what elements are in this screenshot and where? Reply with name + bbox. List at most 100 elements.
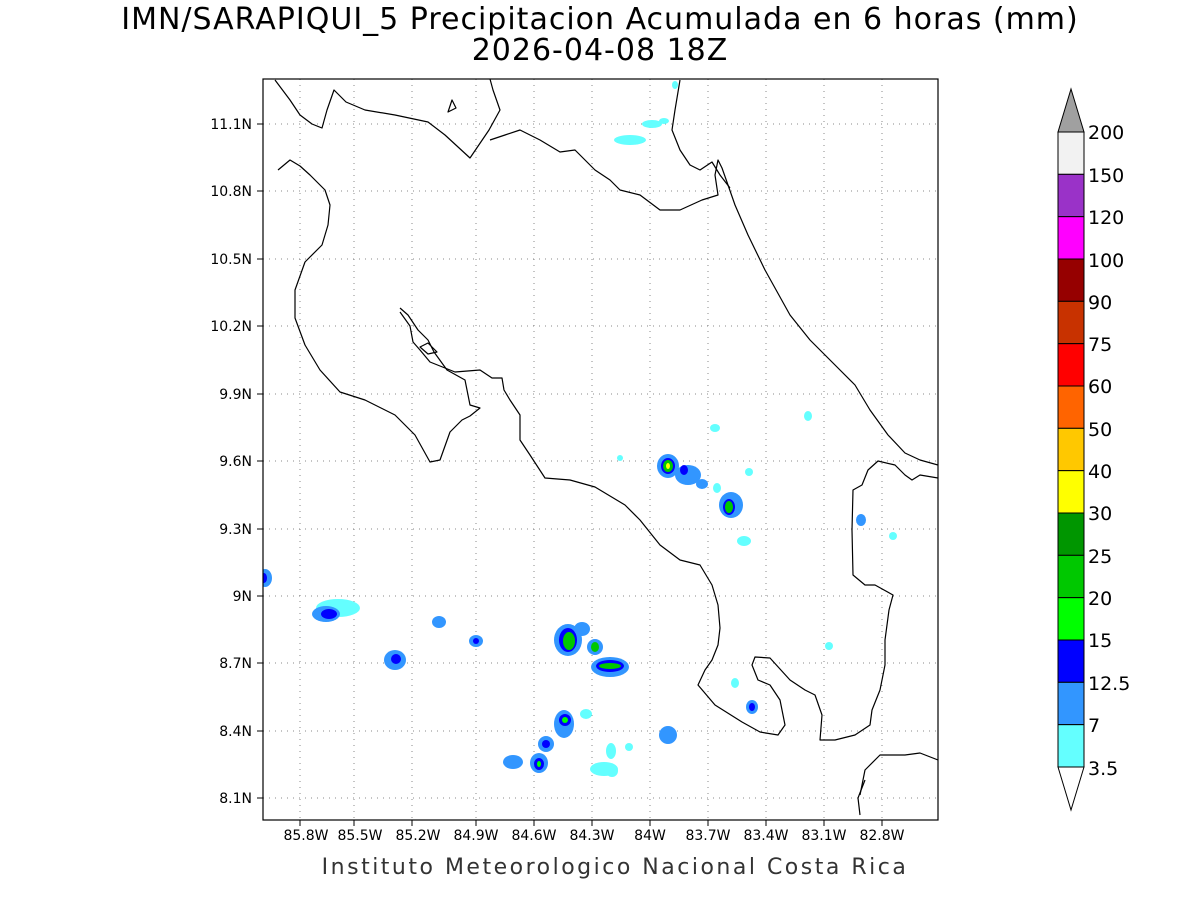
precip-cell bbox=[710, 424, 720, 432]
colorbar-label: 200 bbox=[1088, 122, 1124, 144]
lat-tick-label: 9N bbox=[233, 589, 252, 605]
lon-tick-label: 82.8W bbox=[859, 828, 904, 844]
lat-tick-label: 10.8N bbox=[210, 184, 252, 200]
colorbar-swatch bbox=[1057, 470, 1085, 514]
lat-tick-label: 9.9N bbox=[219, 387, 252, 403]
precip-cell bbox=[563, 632, 575, 650]
precip-cell bbox=[263, 573, 267, 583]
lat-tick-label: 9.6N bbox=[219, 454, 252, 470]
precip-cell bbox=[503, 755, 523, 769]
precip-cell bbox=[617, 455, 623, 461]
precip-cell bbox=[580, 709, 592, 719]
precip-cell bbox=[537, 761, 541, 767]
lat-tick-label: 11.1N bbox=[210, 117, 252, 133]
precip-cell bbox=[432, 616, 446, 628]
colorbar-label: 15 bbox=[1088, 630, 1112, 652]
precip-cell bbox=[614, 135, 646, 145]
precip-cell bbox=[574, 622, 590, 636]
precip-cell bbox=[696, 479, 708, 489]
lon-tick-label: 85.8W bbox=[283, 828, 328, 844]
colorbar-label: 100 bbox=[1088, 250, 1124, 272]
colorbar-swatch bbox=[1057, 385, 1085, 429]
precip-cell bbox=[659, 118, 669, 124]
precip-cell bbox=[737, 536, 751, 546]
lat-tick-label: 8.4N bbox=[219, 724, 252, 740]
lon-tick-label: 83.7W bbox=[685, 828, 730, 844]
precip-cell bbox=[599, 663, 621, 669]
precip-cell bbox=[391, 654, 401, 664]
colorbar-swatch bbox=[1057, 597, 1085, 641]
lon-tick-label: 85.2W bbox=[395, 828, 440, 844]
lon-tick-label: 84.9W bbox=[453, 828, 498, 844]
precip-cell bbox=[606, 743, 616, 759]
colorbar-swatch bbox=[1057, 216, 1085, 260]
colorbar-swatch bbox=[1057, 343, 1085, 387]
precip-cell bbox=[591, 642, 599, 652]
lon-tick-label: 84.6W bbox=[511, 828, 556, 844]
colorbar-label: 40 bbox=[1088, 461, 1112, 483]
precip-cell bbox=[749, 703, 755, 711]
lat-tick-label: 8.1N bbox=[219, 791, 252, 807]
precip-cell bbox=[804, 411, 812, 421]
lat-tick-label: 8.7N bbox=[219, 656, 252, 672]
colorbar-label: 3.5 bbox=[1088, 758, 1118, 780]
precip-cell bbox=[825, 642, 833, 650]
precip-cell bbox=[713, 483, 721, 493]
colorbar-swatch bbox=[1057, 681, 1085, 726]
coastlines bbox=[274, 79, 938, 816]
colorbar-label: 75 bbox=[1088, 334, 1112, 356]
colorbar-swatch bbox=[1057, 512, 1085, 556]
precip-cell bbox=[606, 765, 618, 777]
colorbar: 200 150 120 100 90 75 60 50 40 30 25 20 … bbox=[1057, 87, 1130, 812]
precip-cell bbox=[856, 514, 866, 526]
precip-cell bbox=[680, 465, 688, 475]
colorbar-swatches bbox=[1057, 131, 1085, 768]
precip-cell bbox=[321, 609, 337, 619]
colorbar-swatch bbox=[1057, 639, 1085, 683]
colorbar-label: 90 bbox=[1088, 292, 1112, 314]
colorbar-swatch bbox=[1057, 427, 1085, 472]
credit-footer: Instituto Meteorologico Nacional Costa R… bbox=[321, 855, 909, 880]
precip-cell bbox=[473, 638, 479, 644]
colorbar-swatch bbox=[1057, 554, 1085, 599]
colorbar-label: 7 bbox=[1088, 715, 1100, 737]
colorbar-label: 25 bbox=[1088, 546, 1112, 568]
precip-cell bbox=[731, 678, 739, 688]
colorbar-swatch bbox=[1057, 300, 1085, 345]
precip-cell bbox=[542, 740, 550, 748]
latitude-labels: 11.1N 10.8N 10.5N 10.2N 9.9N 9.6N 9.3N 9… bbox=[210, 117, 252, 807]
lon-tick-label: 85.5W bbox=[337, 828, 382, 844]
precip-cell bbox=[889, 532, 897, 540]
precip-cell bbox=[562, 717, 568, 723]
precip-cell bbox=[642, 120, 662, 128]
colorbar-swatch bbox=[1057, 131, 1085, 175]
tick-marks bbox=[257, 123, 883, 826]
longitude-labels: 85.8W 85.5W 85.2W 84.9W 84.6W 84.3W 84W … bbox=[283, 828, 904, 844]
precip-cell bbox=[725, 501, 733, 513]
lon-tick-label: 83.4W bbox=[743, 828, 788, 844]
colorbar-label: 12.5 bbox=[1088, 673, 1130, 695]
colorbar-swatch bbox=[1057, 724, 1085, 768]
colorbar-label: 50 bbox=[1088, 419, 1112, 441]
lat-tick-label: 10.2N bbox=[210, 319, 252, 335]
precipitation-field bbox=[263, 81, 897, 777]
lon-tick-label: 83.1W bbox=[801, 828, 846, 844]
grid-lines bbox=[263, 79, 938, 820]
map-title: IMN/SARAPIQUI_5 Precipitacion Acumulada … bbox=[121, 2, 1079, 37]
colorbar-labels: 200 150 120 100 90 75 60 50 40 30 25 20 … bbox=[1088, 122, 1130, 780]
colorbar-label: 120 bbox=[1088, 207, 1124, 229]
map-frame bbox=[262, 78, 939, 821]
colorbar-label: 150 bbox=[1088, 165, 1124, 187]
colorbar-label: 30 bbox=[1088, 503, 1112, 525]
lat-tick-label: 10.5N bbox=[210, 252, 252, 268]
precip-cell bbox=[625, 743, 633, 751]
precip-cell bbox=[666, 463, 670, 469]
colorbar-swatch bbox=[1057, 258, 1085, 302]
colorbar-overflow-triangle bbox=[1057, 87, 1085, 133]
precip-cell bbox=[662, 730, 674, 740]
colorbar-label: 20 bbox=[1088, 588, 1112, 610]
precip-cell bbox=[745, 468, 753, 476]
colorbar-label: 60 bbox=[1088, 376, 1112, 398]
lon-tick-label: 84.3W bbox=[569, 828, 614, 844]
